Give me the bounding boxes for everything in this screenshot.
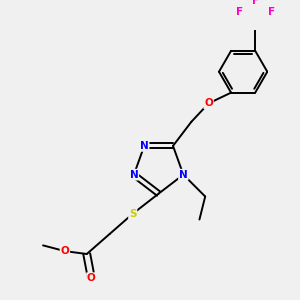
Text: N: N — [130, 170, 138, 180]
Text: O: O — [61, 246, 69, 256]
Text: F: F — [268, 7, 275, 17]
Text: F: F — [252, 0, 259, 6]
Text: S: S — [129, 209, 136, 219]
Text: F: F — [236, 7, 243, 17]
Text: N: N — [179, 170, 188, 180]
Text: O: O — [87, 273, 96, 283]
Text: O: O — [204, 98, 213, 108]
Text: N: N — [140, 141, 148, 151]
